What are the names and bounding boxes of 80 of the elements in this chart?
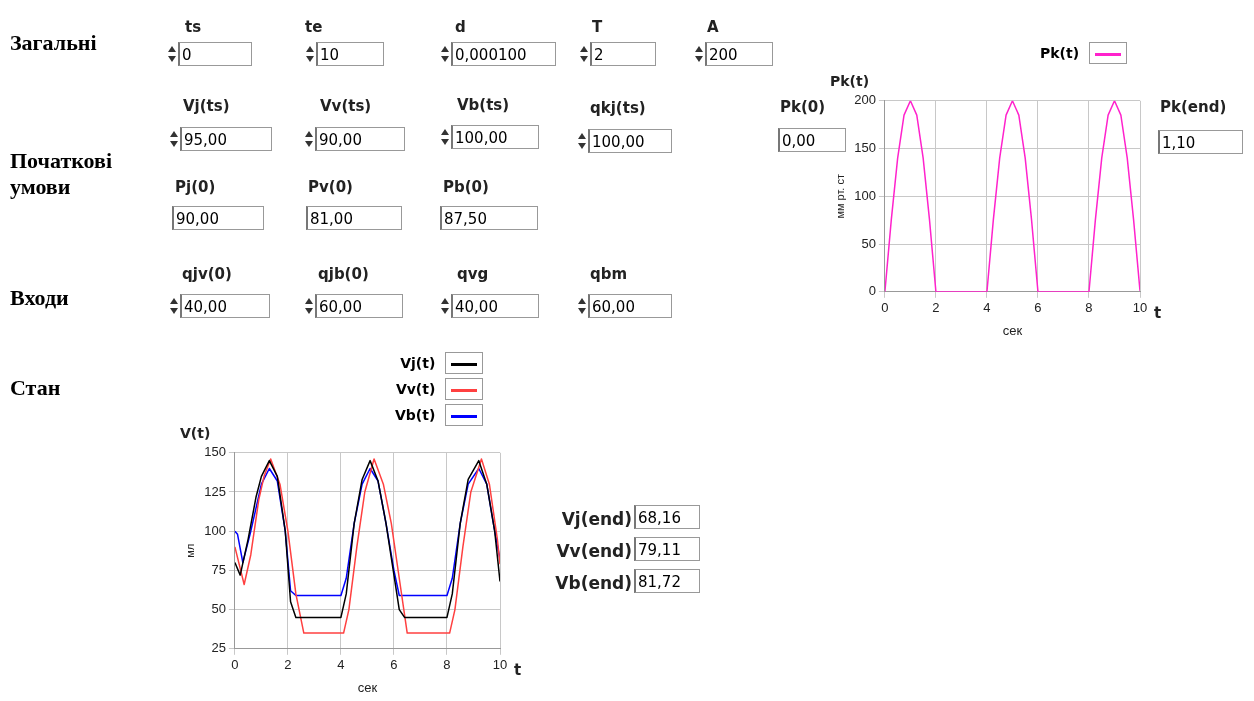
x-tick-label: 10 <box>492 657 508 673</box>
text: T <box>592 18 603 36</box>
text: ts <box>185 18 202 36</box>
text: 90,00 <box>172 206 264 230</box>
y-tick-label: 25 <box>211 640 226 656</box>
text: qbm <box>590 265 628 283</box>
text: Vj(ts) <box>183 97 230 115</box>
y-tick-label: 75 <box>211 561 226 577</box>
x-tick-label: 2 <box>932 300 940 316</box>
text: 100,00 <box>588 129 672 153</box>
y-tick-label: 125 <box>204 483 226 499</box>
text: Vb(ts) <box>457 96 510 114</box>
x-tick-label: 0 <box>881 300 889 316</box>
x-tick-label: 8 <box>1085 300 1093 316</box>
y-tick-label: 100 <box>204 522 226 538</box>
text: qkj(ts) <box>590 99 646 117</box>
text: Pv(0) <box>308 178 353 196</box>
x-axis-title: сек <box>357 679 378 695</box>
text: 68,16 <box>634 505 700 529</box>
x-axis-title: сек <box>1002 322 1023 338</box>
x-tick-label: 0 <box>231 657 239 673</box>
text: 90,00 <box>315 127 405 151</box>
text: Pk(0) <box>780 98 826 116</box>
y-tick-label: 100 <box>854 187 876 203</box>
y-tick-label: 150 <box>204 444 226 460</box>
text: 1,10 <box>1158 130 1243 154</box>
text: 0,00 <box>778 128 846 152</box>
x-tick-label: 8 <box>443 657 451 673</box>
text: Стан <box>10 375 62 401</box>
text: Pk(end) <box>1160 98 1227 116</box>
y-tick-label: 0 <box>868 283 876 299</box>
text: 40,00 <box>180 294 270 318</box>
text: Vv(ts) <box>320 97 372 115</box>
chart-title: V(t) <box>180 425 211 442</box>
text: 0,000100 <box>451 42 556 66</box>
text: 2 <box>590 42 656 66</box>
text: 81,72 <box>634 569 700 593</box>
legend-label: Vb(t) <box>395 407 436 423</box>
text: Pb(0) <box>443 178 489 196</box>
text: Vv(end) <box>556 541 632 561</box>
text: 200 <box>705 42 773 66</box>
text: Загальні <box>10 30 98 56</box>
text: 60,00 <box>315 294 403 318</box>
legend-label: Vv(t) <box>395 381 436 397</box>
text: t <box>1154 303 1162 322</box>
text: 40,00 <box>451 294 539 318</box>
y-tick-label: 50 <box>861 235 876 251</box>
legend-label: Vj(t) <box>400 355 436 371</box>
y-axis-title: мл <box>183 543 196 558</box>
text: t <box>514 660 522 679</box>
y-tick-label: 200 <box>854 92 876 108</box>
text: Входи <box>10 285 70 311</box>
text: qjv(0) <box>182 265 232 283</box>
x-tick-label: 2 <box>284 657 292 673</box>
chart-title: Pk(t) <box>830 73 870 90</box>
text: qvg <box>457 265 489 283</box>
text: Vj(end) <box>561 509 632 529</box>
text: 81,00 <box>306 206 402 230</box>
text: 95,00 <box>180 127 272 151</box>
text: te <box>305 18 323 36</box>
y-tick-label: 50 <box>211 601 226 617</box>
x-tick-label: 6 <box>1034 300 1042 316</box>
text: 79,11 <box>634 537 700 561</box>
x-tick-label: 10 <box>1132 300 1148 316</box>
x-tick-label: 6 <box>390 657 398 673</box>
text: Початкові умови <box>10 148 114 200</box>
legend-label: Pk(t) <box>1040 45 1080 61</box>
text: Pj(0) <box>175 178 216 196</box>
text: d <box>455 18 466 36</box>
x-tick-label: 4 <box>983 300 991 316</box>
text: Vb(end) <box>555 573 632 593</box>
x-tick-label: 4 <box>337 657 345 673</box>
text: qjb(0) <box>318 265 369 283</box>
text: A <box>707 18 719 36</box>
text: 60,00 <box>588 294 672 318</box>
y-axis-title: мм рт. ст <box>833 174 846 219</box>
text: 100,00 <box>451 125 539 149</box>
text: 87,50 <box>440 206 538 230</box>
text: 10 <box>316 42 384 66</box>
y-tick-label: 150 <box>854 140 876 156</box>
